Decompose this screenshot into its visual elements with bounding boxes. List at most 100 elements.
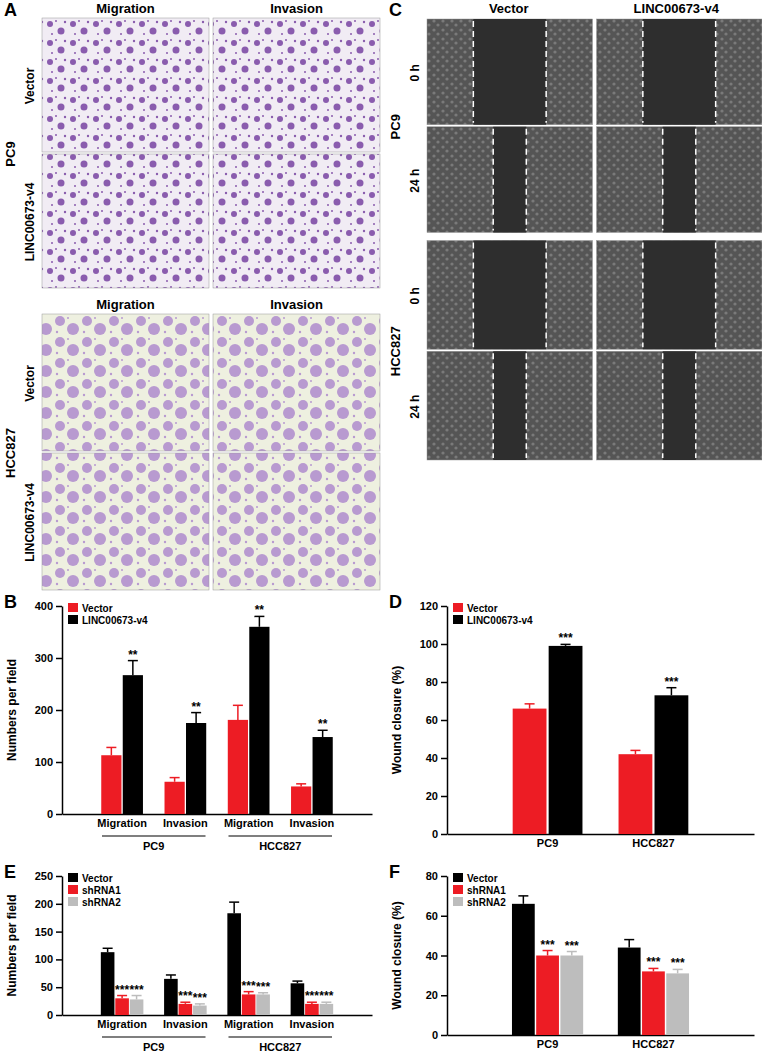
group-label: PC9 [3,141,18,166]
legend-label: Vector [467,873,498,884]
bar [193,1006,207,1015]
error-cap [624,939,634,941]
wound-gap [663,351,696,460]
error-bar [254,616,264,626]
group-bracket [102,835,206,836]
wound-edge [662,129,664,231]
y-tick-label: 20 [426,989,438,1001]
plot-area [512,896,689,1035]
error-stem [237,705,239,720]
y-tick-label: 100 [35,756,53,768]
y-tick-label: 60 [426,714,438,726]
error-stem [132,661,134,676]
y-tick-label: 300 [35,652,53,664]
bar [549,646,583,834]
micrograph [213,453,380,590]
y-tick-label: 150 [35,926,53,938]
x-tick-label: HCC827 [632,837,674,849]
error-bar [229,902,239,913]
y-tick-mark [56,959,62,961]
bar [115,998,129,1015]
image-panel: AMigrationInvasionPC9VectorLINC00673-v4M… [3,0,380,590]
legend-item: LINC00673-v4 [68,615,148,626]
bar [256,994,270,1015]
wound-gap [493,351,526,460]
wound-edge [473,21,475,123]
y-tick-label: 0 [47,808,53,820]
legend-item: Vector [68,873,113,884]
y-tick-label: 0 [432,1029,438,1041]
x-tick-label: Invasion [163,1018,208,1030]
y-tick: 60 [426,910,447,922]
y-tick: 40 [426,950,447,962]
legend-item: Vector [453,603,498,614]
y-tick: 100 [35,756,62,768]
legend-swatch [68,615,78,624]
error-bar [191,713,201,723]
row-label: LINC00673-v4 [23,182,37,261]
y-tick-mark [441,955,447,957]
error-bar [166,975,176,979]
panel-letter: E [4,862,16,882]
y-tick: 0 [432,1029,447,1041]
bar [560,956,583,1036]
bar [165,782,185,814]
y-tick-mark [56,606,62,608]
image-panel: CVectorLINC00673-v4PC90 h24 hHCC8270 h24… [388,0,762,460]
micrograph [597,19,762,125]
y-tick-label: 100 [420,638,438,650]
error-cap [106,747,116,749]
y-tick: 100 [420,638,447,650]
y-tick-label: 50 [41,981,53,993]
row-label: 24 h [408,169,422,193]
significance: *** [559,631,573,645]
y-tick-mark [441,876,447,878]
micrograph [42,154,209,288]
error-bar [292,981,302,983]
chart: B0100200300400Numbers per fieldMigration… [4,592,373,852]
y-axis-line [62,877,64,1016]
x-tick: HCC827 [632,1038,674,1050]
micrograph [42,18,209,152]
significance: *** [541,938,555,952]
legend: VectorLINC00673-v4 [453,603,533,626]
y-tick: 20 [426,790,447,802]
error-bar [525,704,535,709]
x-axis: PC9HCC827 [448,835,755,849]
wound-edge [715,21,717,123]
legend-swatch [68,603,78,612]
significance: ** [128,648,138,662]
y-tick-label: 60 [426,910,438,922]
y-tick-mark [441,1035,447,1037]
chart: F020406080Wound closure (%)PC9HCC827****… [389,862,755,1050]
significance: *** [178,989,192,1003]
wound-edge [695,129,697,231]
wound-edge [526,353,528,458]
x-tick-label: Invasion [163,817,208,829]
error-bar [630,750,640,754]
y-tick-mark [441,758,447,760]
bar [618,948,641,1035]
panel-letter: D [389,592,402,612]
bar [619,754,653,834]
y-tick-mark [56,762,62,764]
bar [536,956,559,1036]
plot-area [101,616,333,814]
y-tick: 100 [35,953,62,965]
group-bracket [102,1036,206,1037]
y-tick: 200 [35,704,62,716]
group-bracket [228,835,332,836]
y-tick-label: 40 [426,950,438,962]
significance: *** [671,956,685,970]
significance: *** [242,979,256,993]
y-tick-label: 0 [432,828,438,840]
y-tick-mark [441,796,447,798]
column-header: LINC00673-v4 [634,1,720,16]
error-cap [103,948,113,950]
x-tick-label: Migration [97,817,147,829]
column-header: Invasion [270,297,323,312]
group-label: HCC827 [259,840,301,852]
y-tick: 0 [47,1009,62,1021]
x-axis-line [448,834,755,836]
bar [164,979,178,1015]
